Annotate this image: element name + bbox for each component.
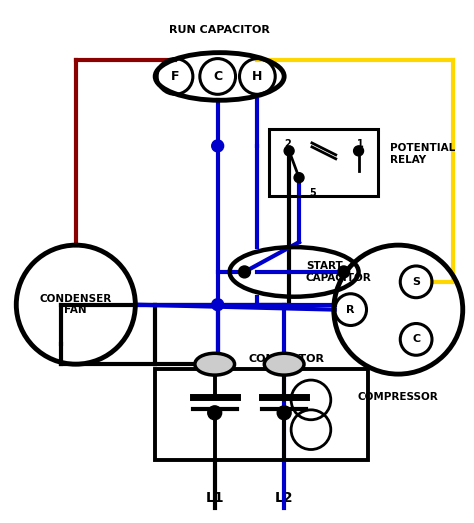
Text: H: H [252,70,263,83]
Text: L1: L1 [205,491,224,505]
Text: C: C [213,70,222,83]
Text: COMPRESSOR: COMPRESSOR [358,392,438,402]
Text: L2: L2 [275,491,293,505]
Text: CONTACTOR: CONTACTOR [248,354,324,364]
Circle shape [238,266,250,278]
Text: S: S [412,277,420,287]
Text: F: F [171,70,179,83]
Text: POTENTIAL
RELAY: POTENTIAL RELAY [390,143,456,165]
Circle shape [212,299,224,311]
Text: START
CAPACITOR: START CAPACITOR [306,261,372,283]
Circle shape [277,406,291,420]
Text: 5: 5 [309,188,316,198]
Bar [155,369,368,460]
Circle shape [284,146,294,156]
Circle shape [338,266,350,278]
Ellipse shape [195,353,235,375]
Text: CONDENSER
FAN: CONDENSER FAN [40,294,112,315]
Text: C: C [412,334,420,344]
Circle shape [212,140,224,152]
Circle shape [208,406,222,420]
Text: 1: 1 [357,139,364,149]
Text: R: R [346,304,355,315]
Circle shape [354,146,364,156]
Ellipse shape [264,353,304,375]
Text: 2: 2 [284,139,291,149]
Text: RUN CAPACITOR: RUN CAPACITOR [169,25,270,35]
Circle shape [294,173,304,183]
Bar [269,129,378,196]
